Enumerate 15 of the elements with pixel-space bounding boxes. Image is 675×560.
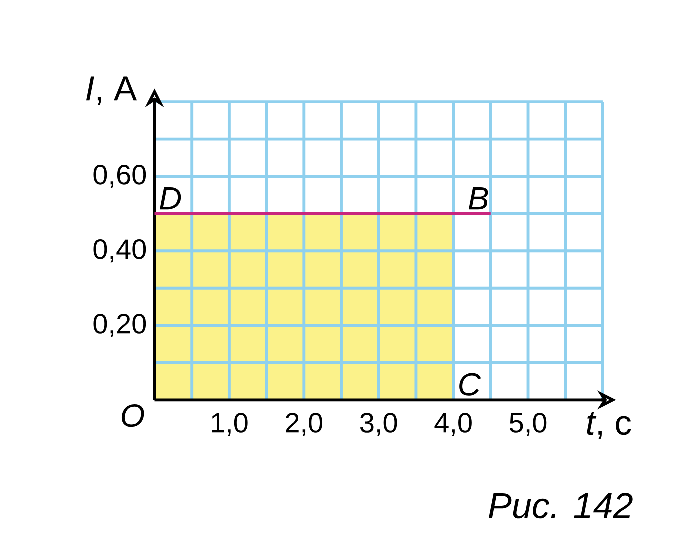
y-tick-label: 0,40 bbox=[94, 239, 146, 263]
x-tick-label: 1,0 bbox=[212, 412, 248, 436]
annotation: B bbox=[468, 187, 488, 210]
x-tick-label: 3,0 bbox=[360, 412, 398, 436]
x-tick-label: 4,0 bbox=[434, 412, 472, 436]
annotation: C bbox=[460, 373, 482, 396]
annotation: D bbox=[160, 187, 182, 210]
y-axis-title: I, A bbox=[86, 76, 138, 105]
y-tick-label: 0,60 bbox=[94, 164, 146, 188]
x-axis-title: t, c bbox=[587, 412, 632, 440]
x-tick-label: 5,0 bbox=[510, 412, 547, 436]
text: Рис. 142 bbox=[488, 493, 633, 519]
annotation: O bbox=[122, 404, 144, 427]
y-tick-label: 0,20 bbox=[94, 314, 146, 338]
x-tick-label: 2,0 bbox=[286, 412, 323, 436]
